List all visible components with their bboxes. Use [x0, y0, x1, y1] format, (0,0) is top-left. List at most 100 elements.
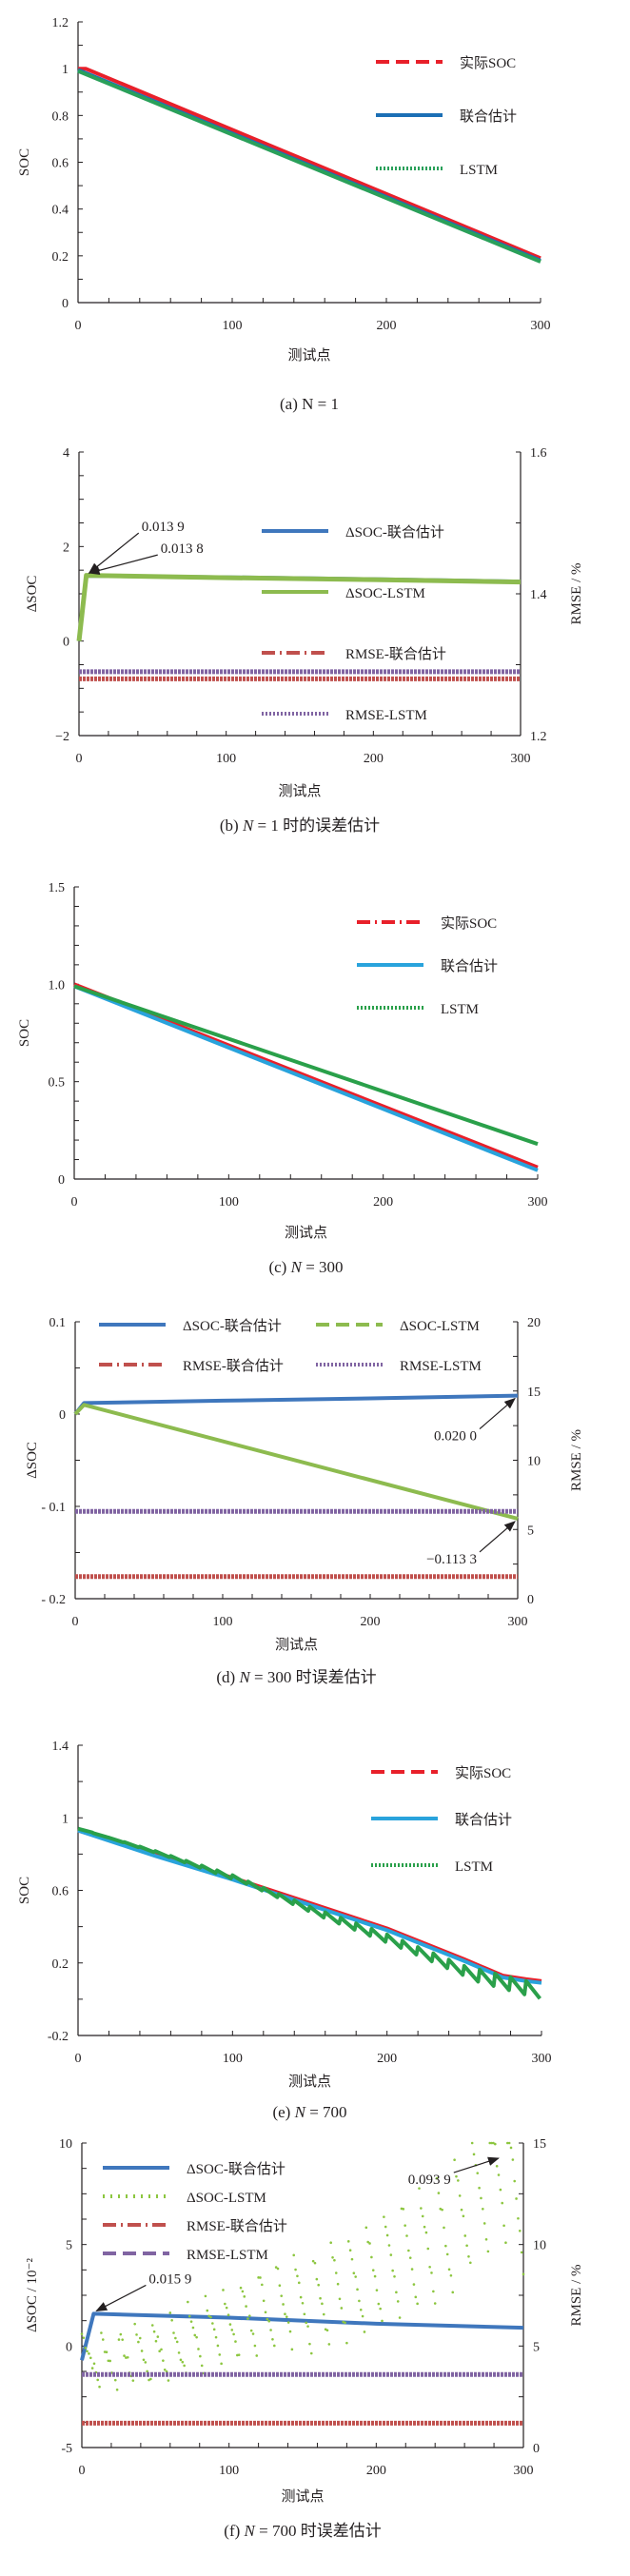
data-point	[179, 2358, 183, 2362]
legend-label: 实际SOC	[441, 915, 497, 932]
data-point	[381, 2319, 384, 2323]
annotation-label: 0.093 9	[408, 2173, 451, 2188]
data-point	[306, 2325, 309, 2328]
data-point	[150, 2324, 154, 2327]
data-point	[352, 2271, 356, 2275]
data-point	[455, 2174, 458, 2178]
data-point	[237, 2353, 241, 2356]
data-point	[502, 2224, 505, 2228]
x-tick-label: 300	[514, 2464, 534, 2478]
data-point	[363, 2330, 366, 2333]
data-point	[259, 2276, 262, 2279]
data-point	[311, 2259, 315, 2263]
data-point	[80, 2332, 84, 2335]
data-point	[511, 2158, 515, 2161]
data-point	[183, 2364, 186, 2368]
y-tick-label: 1.0	[49, 978, 66, 993]
data-point	[154, 2339, 158, 2343]
data-point	[463, 2234, 467, 2237]
y-tick-label: 0	[58, 1173, 65, 1188]
data-point	[138, 2336, 142, 2340]
annotation-label: −0.113 3	[426, 1552, 477, 1567]
data-point	[206, 2309, 209, 2312]
x-axis-title: 测试点	[275, 1637, 318, 1653]
data-point	[280, 2294, 284, 2297]
y-tick-label: 4	[63, 446, 69, 461]
x-tick-label: 100	[213, 1615, 233, 1629]
data-point	[232, 2332, 235, 2336]
data-point	[426, 2247, 430, 2251]
data-point	[460, 2208, 463, 2212]
data-point	[90, 2367, 94, 2370]
data-point	[251, 2332, 255, 2335]
y2-tick-label: 0	[533, 2442, 540, 2456]
data-point	[482, 2208, 484, 2211]
data-point	[105, 2350, 108, 2353]
data-point	[84, 2347, 88, 2350]
data-point	[189, 2320, 193, 2323]
data-point	[507, 2141, 511, 2145]
y2-tick-label: 5	[527, 1524, 534, 1538]
data-point	[181, 2360, 185, 2364]
y-tick-label: 0.6	[52, 1885, 69, 1899]
data-point	[261, 2283, 264, 2287]
data-point	[204, 2294, 207, 2298]
x-tick-label: 200	[366, 2464, 386, 2478]
data-point	[447, 2268, 451, 2271]
legend-label: 联合估计	[441, 958, 498, 974]
panel-caption: (e) N = 700	[272, 2103, 346, 2121]
data-point	[404, 2224, 406, 2227]
data-point	[170, 2318, 173, 2322]
data-point	[387, 2244, 391, 2247]
data-point	[100, 2331, 103, 2334]
data-point	[117, 2338, 121, 2341]
x-tick-label: 0	[71, 1195, 78, 1209]
y2-tick-label: 1.6	[530, 446, 547, 461]
data-point	[348, 2249, 352, 2252]
data-point	[248, 2314, 251, 2317]
data-point	[449, 2273, 453, 2277]
series-line-2	[77, 69, 541, 264]
data-point	[126, 2355, 129, 2359]
data-point	[344, 2321, 346, 2325]
y2-tick-label: 1.2	[530, 730, 547, 744]
data-point	[305, 2321, 308, 2325]
data-point	[433, 2302, 437, 2305]
data-point	[361, 2314, 364, 2318]
data-point	[137, 2340, 140, 2344]
data-point	[467, 2254, 470, 2258]
y2-tick-label: 10	[533, 2239, 546, 2253]
data-point	[444, 2244, 447, 2248]
y-tick-label: 2	[63, 541, 69, 555]
data-point	[313, 2261, 317, 2265]
legend-label: ΔSOC-联合估计	[183, 1318, 282, 1334]
data-point	[146, 2370, 148, 2373]
data-point	[441, 2208, 443, 2212]
series-line-1	[77, 1828, 542, 1985]
series-line-1	[73, 1403, 519, 1521]
data-point	[505, 2141, 509, 2145]
data-point	[278, 2284, 282, 2287]
data-point	[290, 2348, 294, 2351]
data-point	[309, 2351, 313, 2355]
series-line-0	[73, 982, 539, 1170]
y-tick-label: 0.2	[52, 1957, 69, 1972]
legend-label: RMSE-LSTM	[345, 708, 427, 723]
data-point	[121, 2338, 124, 2341]
x-axis-title: 测试点	[281, 2488, 324, 2505]
data-point	[345, 2341, 348, 2345]
data-point	[329, 2241, 332, 2245]
data-point	[207, 2314, 210, 2318]
data-point	[149, 2377, 152, 2381]
annotation-arrow	[88, 554, 158, 576]
data-point	[239, 2286, 243, 2290]
series-line-1	[73, 984, 539, 1172]
data-point	[504, 2241, 507, 2244]
y2-tick-label: 5	[533, 2340, 540, 2354]
series-line-0	[78, 67, 541, 261]
data-point	[383, 2215, 385, 2218]
data-point	[209, 2315, 212, 2319]
series-ΔSOC-LSTM	[80, 2141, 525, 2391]
y-tick-label: 0.4	[52, 204, 69, 218]
annotation-arrow	[479, 1521, 516, 1553]
